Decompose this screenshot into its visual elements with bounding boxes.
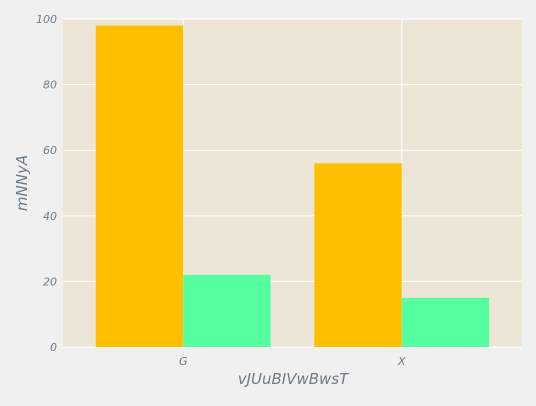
bar <box>95 25 184 348</box>
x-tick-label: X <box>397 355 406 368</box>
y-tick-label: 80 <box>43 79 57 92</box>
y-tick-label: 20 <box>43 275 57 288</box>
bar <box>183 274 271 347</box>
tick-labels: 0 20 40 60 80 100 G X <box>36 13 406 368</box>
y-tick-label: 60 <box>43 144 57 157</box>
y-tick-label: 0 <box>50 341 57 354</box>
x-axis-label: vJUuBIVwBwsT <box>238 370 350 388</box>
x-tick-label: G <box>179 355 188 368</box>
y-tick-label: 40 <box>43 210 57 223</box>
y-tick-label: 100 <box>36 13 57 26</box>
bar <box>314 163 402 347</box>
y-axis-label: mNNyA <box>13 155 31 211</box>
bars <box>95 25 490 348</box>
bar <box>401 297 490 347</box>
